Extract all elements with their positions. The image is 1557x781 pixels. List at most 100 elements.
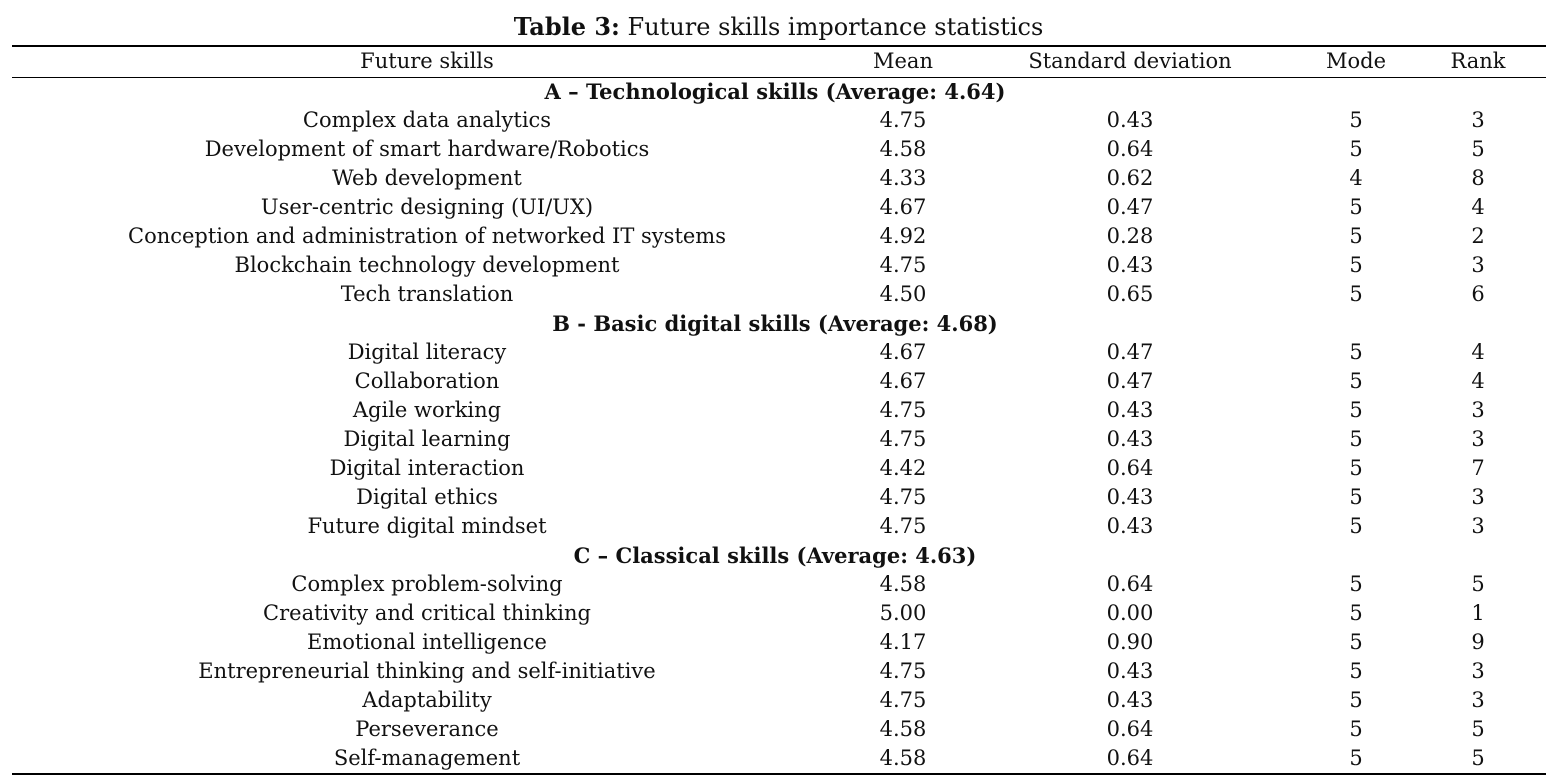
rank-cell: 5 [1438,715,1518,744]
mode-cell: 5 [1316,193,1396,222]
table-row: Self-management 4.58 0.64 5 5 [0,744,1557,773]
mode-cell: 5 [1316,657,1396,686]
table-row: User-centric designing (UI/UX) 4.67 0.47 5 4 [0,193,1557,222]
sd-cell: 0.64 [1010,744,1250,773]
skill-cell: Perseverance [127,715,727,744]
table-row: Conception and administration of network… [0,222,1557,251]
sd-cell: 0.43 [1010,425,1250,454]
skill-cell: Agile working [127,396,727,425]
mean-cell: 4.75 [843,483,963,512]
table-row: Complex problem-solving 4.58 0.64 5 5 [0,570,1557,599]
mode-cell: 5 [1316,280,1396,309]
rank-cell: 7 [1438,454,1518,483]
mode-cell: 5 [1316,367,1396,396]
mean-cell: 4.58 [843,135,963,164]
section-heading-row: C – Classical skills (Average: 4.63) [0,541,1557,570]
table-row: Adaptability 4.75 0.43 5 3 [0,686,1557,715]
table-row: Blockchain technology development 4.75 0.4… [0,251,1557,280]
mean-cell: 4.58 [843,744,963,773]
sd-cell: 0.47 [1010,193,1250,222]
sd-cell: 0.62 [1010,164,1250,193]
skill-cell: Digital literacy [127,338,727,367]
sd-cell: 0.64 [1010,570,1250,599]
header-rank: Rank [1438,47,1518,76]
skill-cell: Digital interaction [127,454,727,483]
mode-cell: 5 [1316,599,1396,628]
rank-cell: 5 [1438,570,1518,599]
rank-cell: 5 [1438,744,1518,773]
mean-cell: 4.17 [843,628,963,657]
section-title: B - Basic digital skills (Average: 4.68) [475,309,1075,338]
table-row: Digital interaction 4.42 0.64 5 7 [0,454,1557,483]
section-title: A – Technological skills (Average: 4.64) [475,77,1075,106]
rank-cell: 3 [1438,483,1518,512]
mean-cell: 4.58 [843,715,963,744]
sd-cell: 0.43 [1010,686,1250,715]
table-row: Creativity and critical thinking 5.00 0.00… [0,599,1557,628]
skill-cell: Creativity and critical thinking [127,599,727,628]
sd-cell: 0.90 [1010,628,1250,657]
table-row: Digital ethics 4.75 0.43 5 3 [0,483,1557,512]
mode-cell: 5 [1316,570,1396,599]
sd-cell: 0.43 [1010,251,1250,280]
rank-cell: 1 [1438,599,1518,628]
sd-cell: 0.47 [1010,367,1250,396]
mean-cell: 4.50 [843,280,963,309]
mean-cell: 4.92 [843,222,963,251]
mode-cell: 5 [1316,106,1396,135]
sd-cell: 0.47 [1010,338,1250,367]
skill-cell: Emotional intelligence [127,628,727,657]
mode-cell: 5 [1316,744,1396,773]
skill-cell: Entrepreneurial thinking and self-initia… [127,657,727,686]
header-standard-deviation: Standard deviation [1010,47,1250,76]
table-caption: Table 3: Future skills importance statis… [0,12,1557,42]
rank-cell: 4 [1438,367,1518,396]
mode-cell: 5 [1316,425,1396,454]
section-title: C – Classical skills (Average: 4.63) [475,541,1075,570]
table-row: Digital learning 4.75 0.43 5 3 [0,425,1557,454]
table-row: Future digital mindset 4.75 0.43 5 3 [0,512,1557,541]
mode-cell: 5 [1316,135,1396,164]
mode-cell: 5 [1316,222,1396,251]
rank-cell: 3 [1438,512,1518,541]
table-row: Entrepreneurial thinking and self-initia… [0,657,1557,686]
rank-cell: 3 [1438,251,1518,280]
sd-cell: 0.43 [1010,106,1250,135]
sd-cell: 0.00 [1010,599,1250,628]
mean-cell: 4.67 [843,193,963,222]
header-mode: Mode [1316,47,1396,76]
mean-cell: 4.75 [843,396,963,425]
rank-cell: 9 [1438,628,1518,657]
mean-cell: 4.33 [843,164,963,193]
table-row: Tech translation 4.50 0.65 5 6 [0,280,1557,309]
skill-cell: Web development [127,164,727,193]
table-row: Digital literacy 4.67 0.47 5 4 [0,338,1557,367]
mean-cell: 4.75 [843,512,963,541]
mean-cell: 4.75 [843,251,963,280]
mode-cell: 5 [1316,251,1396,280]
sd-cell: 0.43 [1010,512,1250,541]
header-future-skills: Future skills [127,47,727,76]
mode-cell: 5 [1316,715,1396,744]
mode-cell: 5 [1316,483,1396,512]
sd-cell: 0.28 [1010,222,1250,251]
skill-cell: Collaboration [127,367,727,396]
skill-cell: Blockchain technology development [127,251,727,280]
sd-cell: 0.64 [1010,454,1250,483]
sd-cell: 0.64 [1010,715,1250,744]
skill-cell: Conception and administration of network… [127,222,727,251]
table-row: Perseverance 4.58 0.64 5 5 [0,715,1557,744]
mean-cell: 4.75 [843,657,963,686]
rank-cell: 3 [1438,425,1518,454]
rank-cell: 3 [1438,106,1518,135]
sd-cell: 0.43 [1010,657,1250,686]
skill-cell: Adaptability [127,686,727,715]
mean-cell: 4.75 [843,106,963,135]
rank-cell: 8 [1438,164,1518,193]
rank-cell: 3 [1438,686,1518,715]
table-row: Development of smart hardware/Robotics 4.… [0,135,1557,164]
skill-cell: Digital learning [127,425,727,454]
mode-cell: 5 [1316,628,1396,657]
skill-cell: User-centric designing (UI/UX) [127,193,727,222]
rank-cell: 4 [1438,338,1518,367]
